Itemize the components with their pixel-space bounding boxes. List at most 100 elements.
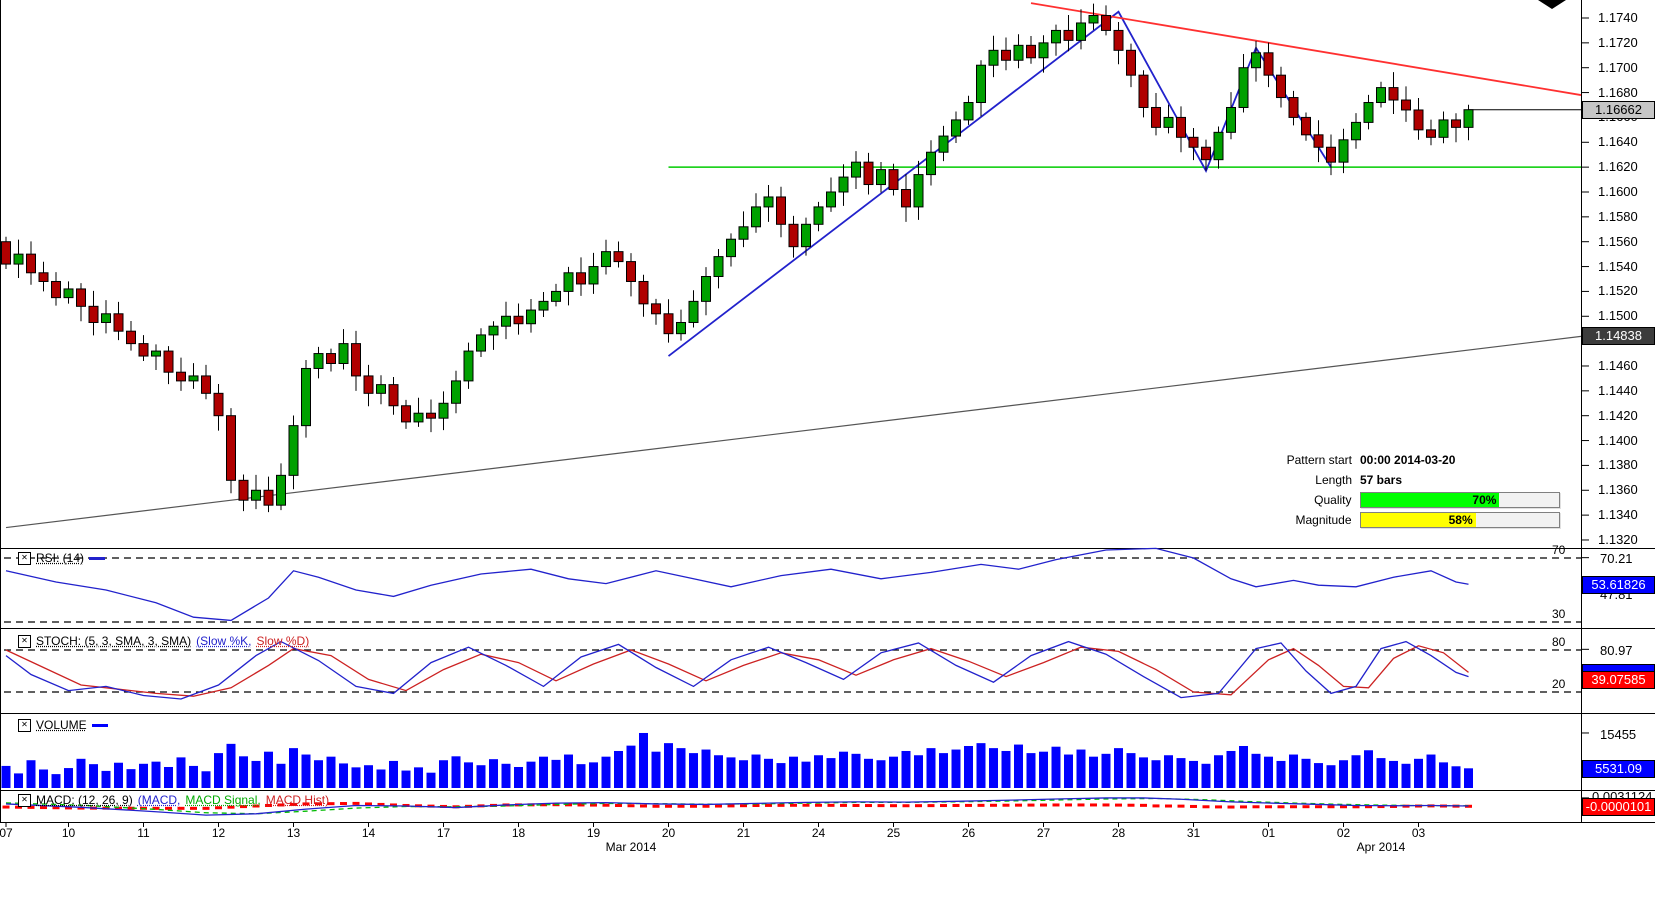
stoch-level-20: 20 bbox=[1552, 677, 1566, 691]
candlesticks bbox=[1, 3, 1474, 513]
magnitude-progressbar: 58% bbox=[1359, 512, 1560, 528]
time-axis-day-label: 27 bbox=[1036, 826, 1051, 840]
price-axis-label: 1.1460 bbox=[1598, 357, 1638, 373]
price-axis-label: 1.1540 bbox=[1598, 258, 1638, 274]
macd-pane-title: MACD: (12, 26, 9) bbox=[36, 793, 133, 807]
volume-legend-swatch bbox=[91, 723, 108, 727]
pane-borders bbox=[0, 0, 1655, 823]
time-axis-day-label: 26 bbox=[961, 826, 976, 840]
pattern-length-value: 57 bars bbox=[1360, 473, 1403, 487]
stoch-d-value-tag: 39.07585 bbox=[1582, 671, 1655, 689]
time-axis-day-label: 17 bbox=[436, 826, 451, 840]
rsi-level-70: 70 bbox=[1552, 543, 1566, 557]
stoch-curves bbox=[4, 640, 1581, 700]
close-stoch-icon[interactable]: ✕ bbox=[18, 634, 31, 648]
volume-bars bbox=[1, 732, 1473, 788]
pattern-start-value: 00:00 2014-03-20 bbox=[1360, 453, 1456, 467]
price-axis-label: 1.1620 bbox=[1598, 159, 1638, 175]
time-axis-day-label: 24 bbox=[811, 826, 826, 840]
stoch-legend-d: Slow %D) bbox=[256, 634, 310, 648]
price-axis-label: 1.1320 bbox=[1598, 531, 1638, 547]
time-axis-day-label: 03 bbox=[1411, 826, 1426, 840]
time-axis-day-label: 18 bbox=[511, 826, 526, 840]
time-axis-day-label: 07 bbox=[0, 826, 13, 840]
time-axis-day-label: 13 bbox=[286, 826, 301, 840]
rsi-pane-header: ✕ RSI: (14) bbox=[18, 551, 106, 565]
macd-curves bbox=[2, 797, 1472, 816]
price-axis-label: 1.1560 bbox=[1598, 233, 1638, 249]
stoch-axis-high: 80.97 bbox=[1600, 643, 1633, 658]
pattern-length-row: Length 57 bars bbox=[1160, 470, 1560, 490]
price-axis-label: 1.1420 bbox=[1598, 407, 1638, 423]
pattern-magnitude-label: Magnitude bbox=[1295, 513, 1352, 527]
volume-axis-high: 15455 bbox=[1600, 727, 1637, 742]
axis-ticks bbox=[5, 17, 1589, 827]
pattern-magnitude-row: Magnitude 58% bbox=[1160, 510, 1560, 530]
time-axis-month-label: Apr 2014 bbox=[1356, 840, 1406, 854]
volume-pane-header: ✕ VOLUME bbox=[18, 718, 108, 732]
time-axis-day-label: 01 bbox=[1261, 826, 1276, 840]
stoch-pane-title: STOCH: (5, 3, SMA, 3, SMA) bbox=[36, 634, 192, 648]
price-axis-label: 1.1580 bbox=[1598, 208, 1638, 224]
close-rsi-icon[interactable]: ✕ bbox=[18, 551, 31, 565]
magnitude-fill: 58% bbox=[1360, 513, 1476, 527]
price-axis-label: 1.1400 bbox=[1598, 432, 1638, 448]
stoch-pane-header: ✕ STOCH: (5, 3, SMA, 3, SMA) (Slow %K, S… bbox=[18, 634, 309, 648]
time-axis-day-label: 12 bbox=[211, 826, 226, 840]
time-axis-day-label: 28 bbox=[1111, 826, 1126, 840]
pattern-start-row: Pattern start 00:00 2014-03-20 bbox=[1160, 450, 1560, 470]
time-axis-day-label: 02 bbox=[1336, 826, 1351, 840]
pattern-info-box: Pattern start 00:00 2014-03-20 Length 57… bbox=[1160, 450, 1560, 530]
time-axis-day-label: 19 bbox=[586, 826, 601, 840]
volume-value-tag: 5531.09 bbox=[1582, 760, 1655, 778]
rsi-curve bbox=[4, 547, 1581, 623]
price-overlay-lines bbox=[5, 2, 1582, 529]
time-axis-day-label: 25 bbox=[886, 826, 901, 840]
price-axis-label: 1.1380 bbox=[1598, 457, 1638, 473]
macd-legend-line: (MACD, bbox=[137, 793, 181, 807]
price-axis-label: 1.1740 bbox=[1598, 10, 1638, 25]
time-axis-month-label: Mar 2014 bbox=[605, 840, 657, 854]
price-axis-label: 1.1600 bbox=[1598, 183, 1638, 199]
rsi-value-tag: 53.61826 bbox=[1582, 576, 1655, 594]
macd-pane-header: ✕ MACD: (12, 26, 9) (MACD, MACD Signal, … bbox=[18, 793, 329, 807]
time-axis-day-label: 11 bbox=[137, 826, 150, 840]
price-axis-label: 1.1360 bbox=[1598, 482, 1638, 498]
price-axis-label: 1.1520 bbox=[1598, 283, 1638, 299]
price-axis-label: 1.1340 bbox=[1598, 507, 1638, 523]
time-axis-day-label: 14 bbox=[361, 826, 376, 840]
pattern-start-label: Pattern start bbox=[1286, 453, 1352, 467]
price-axis-label: 1.1500 bbox=[1598, 308, 1638, 324]
time-axis-day-label: 10 bbox=[61, 826, 76, 840]
rsi-level-30: 30 bbox=[1552, 607, 1566, 621]
trendline-value-tag: 1.14838 bbox=[1582, 327, 1655, 345]
stoch-legend-k: (Slow %K, bbox=[196, 634, 252, 648]
quality-fill: 70% bbox=[1360, 493, 1500, 507]
pattern-quality-label: Quality bbox=[1314, 493, 1352, 507]
rsi-legend-swatch bbox=[89, 556, 106, 560]
price-axis-label: 1.1700 bbox=[1598, 59, 1638, 75]
price-axis-label: 1.1640 bbox=[1598, 134, 1638, 150]
macd-legend-signal: MACD Signal, bbox=[185, 793, 261, 807]
rsi-pane-title: RSI: (14) bbox=[36, 551, 85, 565]
current-price-tag: 1.16662 bbox=[1582, 101, 1655, 119]
pattern-length-label: Length bbox=[1315, 473, 1352, 487]
time-axis-day-label: 20 bbox=[661, 826, 676, 840]
close-volume-icon[interactable]: ✕ bbox=[18, 718, 31, 732]
macd-value-tag: -0.0000101 bbox=[1582, 798, 1655, 816]
stoch-level-80: 80 bbox=[1552, 635, 1566, 649]
pattern-quality-row: Quality 70% bbox=[1160, 490, 1560, 510]
quality-progressbar: 70% bbox=[1359, 492, 1560, 508]
close-macd-icon[interactable]: ✕ bbox=[18, 793, 31, 807]
volume-pane-title: VOLUME bbox=[36, 718, 87, 732]
price-axis-label: 1.1680 bbox=[1598, 84, 1638, 100]
rsi-axis-high: 70.21 bbox=[1600, 551, 1633, 566]
time-axis-day-label: 21 bbox=[736, 826, 751, 840]
price-axis-label: 1.1720 bbox=[1598, 34, 1638, 50]
price-axis-label: 1.1440 bbox=[1598, 382, 1638, 398]
macd-legend-hist: MACD Hist) bbox=[265, 793, 330, 807]
time-axis-day-label: 31 bbox=[1186, 826, 1201, 840]
scroll-marker-icon[interactable] bbox=[1538, 0, 1566, 9]
